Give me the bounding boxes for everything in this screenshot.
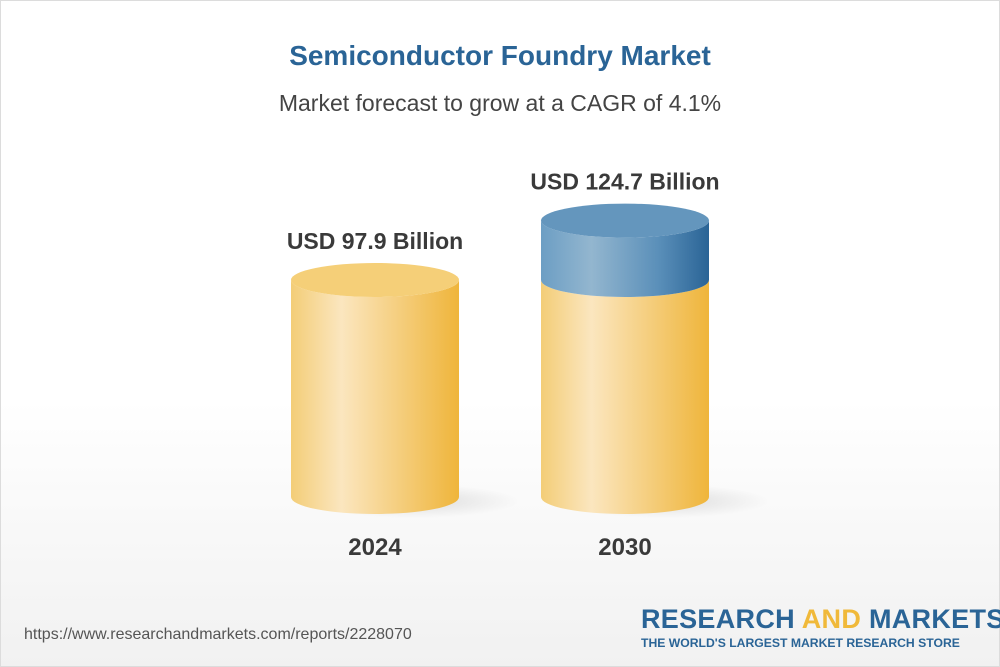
bar-2024: [291, 280, 459, 514]
bar-top-2030: [541, 203, 709, 238]
research-and-markets-logo: RESEARCH AND MARKETS THE WORLD'S LARGEST…: [641, 604, 1000, 650]
bar-growth-2030: [541, 220, 709, 297]
report-url[interactable]: https://www.researchandmarkets.com/repor…: [24, 626, 412, 643]
chart-title: Semiconductor Foundry Market: [289, 40, 711, 71]
x-tick-label: 2024: [348, 534, 402, 561]
bar-top-2024: [291, 263, 459, 297]
chart-subtitle: Market forecast to grow at a CAGR of 4.1…: [278, 90, 722, 116]
data-label: USD 97.9 Billion: [287, 228, 463, 254]
data-label: USD 124.7 Billion: [530, 169, 719, 195]
bar-base-2030: [541, 280, 709, 514]
x-tick-label: 2030: [598, 534, 651, 561]
